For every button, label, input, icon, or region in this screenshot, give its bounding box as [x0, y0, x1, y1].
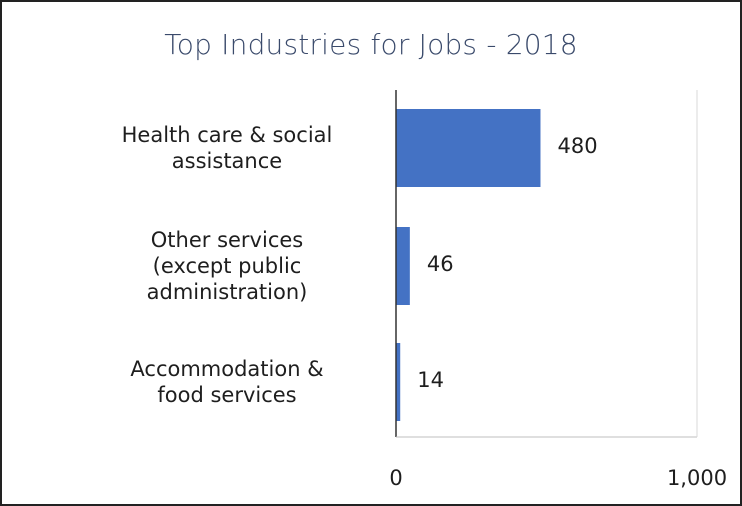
category-label-line: Accommodation & [130, 357, 324, 381]
bars-group [396, 109, 541, 421]
value-label-2: 14 [417, 368, 444, 392]
category-label-line: Other services [150, 228, 304, 252]
value-label-0: 480 [557, 134, 598, 158]
x-tick-label-1: 1,000 [666, 466, 728, 490]
category-label-line: Health care & social [121, 123, 333, 147]
x-tick-label-0: 0 [389, 466, 403, 490]
category-label-line: (except public [152, 254, 302, 278]
bar-2 [396, 343, 401, 421]
category-label-line: administration) [146, 280, 308, 304]
value-label-1: 46 [426, 252, 454, 276]
category-label-2: Accommodation & food services [82, 356, 372, 408]
category-label-0: Health care & social assistance [82, 122, 372, 174]
chart-title: Top Industries for Jobs - 2018 [164, 28, 578, 61]
category-label-line: food services [157, 383, 297, 407]
bar-1 [396, 227, 410, 305]
category-label-line: assistance [171, 149, 283, 173]
category-label-1: Other services (except public administrati… [82, 227, 372, 305]
bar-0 [396, 109, 541, 187]
